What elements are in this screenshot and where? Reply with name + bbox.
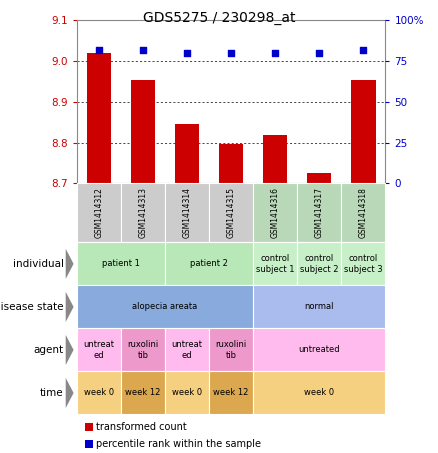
Point bbox=[95, 46, 102, 53]
Text: week 12: week 12 bbox=[125, 389, 160, 397]
Point bbox=[360, 46, 367, 53]
Text: GSM1414315: GSM1414315 bbox=[226, 188, 236, 238]
Bar bbox=[307, 173, 332, 183]
Text: untreated: untreated bbox=[298, 346, 340, 354]
Text: individual: individual bbox=[13, 259, 64, 269]
Bar bbox=[175, 124, 199, 183]
Text: patient 1: patient 1 bbox=[102, 260, 140, 268]
Text: GSM1414312: GSM1414312 bbox=[94, 188, 103, 238]
Bar bbox=[131, 79, 155, 183]
Text: week 0: week 0 bbox=[172, 389, 202, 397]
Text: disease state: disease state bbox=[0, 302, 64, 312]
Text: GSM1414316: GSM1414316 bbox=[271, 188, 279, 238]
Text: percentile rank within the sample: percentile rank within the sample bbox=[96, 439, 261, 449]
Text: control
subject 1: control subject 1 bbox=[256, 254, 294, 274]
Bar bbox=[263, 135, 287, 183]
Text: normal: normal bbox=[304, 303, 334, 311]
Text: control
subject 3: control subject 3 bbox=[344, 254, 383, 274]
Text: week 12: week 12 bbox=[213, 389, 249, 397]
Text: transformed count: transformed count bbox=[96, 422, 187, 432]
Text: GSM1414314: GSM1414314 bbox=[183, 188, 191, 238]
Point bbox=[272, 49, 279, 57]
Text: control
subject 2: control subject 2 bbox=[300, 254, 339, 274]
Text: GSM1414313: GSM1414313 bbox=[138, 188, 147, 238]
Point bbox=[316, 49, 323, 57]
Point bbox=[139, 46, 146, 53]
Text: GDS5275 / 230298_at: GDS5275 / 230298_at bbox=[143, 11, 295, 25]
Text: week 0: week 0 bbox=[304, 389, 334, 397]
Text: untreat
ed: untreat ed bbox=[83, 340, 114, 360]
Text: week 0: week 0 bbox=[84, 389, 114, 397]
Point bbox=[184, 49, 191, 57]
Bar bbox=[351, 79, 375, 183]
Text: ruxolini
tib: ruxolini tib bbox=[127, 340, 159, 360]
Bar bbox=[87, 53, 111, 183]
Text: time: time bbox=[40, 388, 64, 398]
Text: untreat
ed: untreat ed bbox=[171, 340, 202, 360]
Text: agent: agent bbox=[33, 345, 64, 355]
Text: ruxolini
tib: ruxolini tib bbox=[215, 340, 247, 360]
Text: GSM1414317: GSM1414317 bbox=[315, 188, 324, 238]
Text: GSM1414318: GSM1414318 bbox=[359, 188, 368, 238]
Point bbox=[228, 49, 235, 57]
Text: patient 2: patient 2 bbox=[190, 260, 228, 268]
Bar bbox=[219, 144, 243, 183]
Text: alopecia areata: alopecia areata bbox=[132, 303, 198, 311]
